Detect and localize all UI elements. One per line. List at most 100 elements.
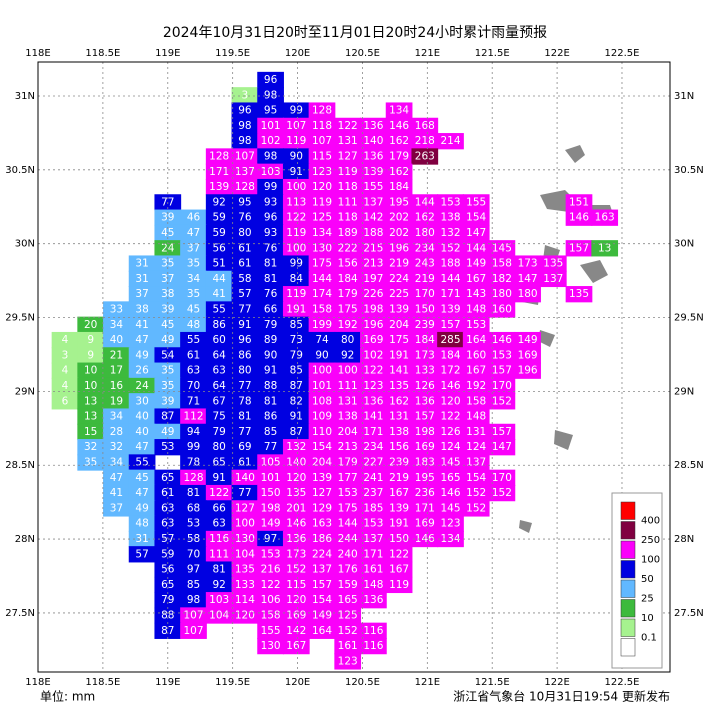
rain-cell (282, 301, 310, 318)
x-tick-label: 122E (544, 48, 569, 59)
rain-value: 143 (466, 288, 486, 300)
rain-value: 137 (235, 166, 255, 178)
rain-cell (180, 454, 207, 471)
rain-cell (360, 423, 387, 441)
rain-cell (231, 178, 259, 196)
rain-cell (308, 377, 336, 395)
rain-value: 189 (338, 227, 358, 239)
rain-cell (334, 484, 362, 502)
rain-cell (385, 515, 413, 532)
rain-value: 31 (135, 273, 148, 285)
x-tick-label: 121E (415, 677, 440, 688)
rain-value: 148 (363, 579, 383, 591)
rain-value: 81 (264, 273, 277, 285)
rain-cell (154, 331, 182, 349)
rain-value: 19 (110, 395, 123, 407)
rain-cell (154, 546, 182, 563)
rain-cell (308, 592, 336, 609)
rain-value: 47 (187, 227, 200, 239)
rain-cell (385, 423, 413, 441)
rain-value: 38 (135, 304, 148, 316)
rain-cell (257, 576, 284, 594)
rain-cell (154, 316, 182, 333)
rain-cell (103, 347, 130, 364)
rain-cell (180, 408, 207, 425)
rain-cell (462, 439, 490, 456)
rain-cell (257, 622, 284, 639)
rain-value: 131 (389, 411, 409, 423)
rain-cell (462, 301, 490, 318)
rain-cell (360, 484, 387, 502)
rain-cell (385, 331, 413, 349)
rain-value: 112 (183, 411, 203, 423)
rain-value: 34 (110, 411, 124, 423)
rain-cell (334, 209, 362, 226)
map-title: 2024年10月31日20时至11月01日20时24小时累计雨量预报 (163, 25, 547, 41)
rain-value: 54 (161, 349, 175, 361)
rain-cell (257, 439, 284, 456)
rain-value: 16 (110, 380, 124, 392)
rain-value: 31 (135, 258, 148, 270)
rain-cell (282, 439, 310, 456)
rain-value: 118 (338, 181, 358, 193)
rain-cell (77, 362, 105, 379)
rain-value: 100 (235, 518, 255, 530)
rain-cell (334, 561, 362, 578)
rain-cell (231, 102, 259, 119)
rain-value: 156 (389, 441, 409, 453)
rain-value: 134 (389, 105, 409, 117)
rain-value: 88 (161, 610, 174, 622)
rain-cell (282, 362, 310, 379)
rain-value: 61 (187, 349, 200, 361)
rain-value: 4 (62, 380, 69, 392)
rain-value: 79 (161, 594, 174, 606)
rain-cell (462, 408, 490, 425)
rain-cell (231, 347, 259, 364)
rain-cell (51, 393, 79, 410)
rain-cell (539, 270, 567, 288)
rain-cell (334, 331, 362, 349)
rain-value: 47 (135, 487, 148, 499)
rain-value: 148 (466, 411, 486, 423)
y-tick-label: 30N (674, 239, 694, 250)
rain-cell (180, 622, 207, 639)
rain-value: 119 (338, 166, 358, 178)
rain-cell (437, 301, 464, 318)
rain-value: 80 (238, 227, 251, 239)
rain-value: 68 (187, 502, 200, 514)
rain-value: 158 (312, 304, 332, 316)
rain-cell (411, 408, 439, 425)
rain-cell (437, 286, 464, 303)
rain-value: 78 (187, 457, 200, 469)
rain-cell (385, 377, 413, 395)
rain-cell (77, 439, 105, 456)
rain-cell (231, 224, 259, 242)
rain-value: 98 (238, 135, 251, 147)
legend-label: 100 (641, 555, 660, 566)
rain-cell (257, 286, 284, 303)
rain-cell (334, 622, 362, 639)
rain-cell (462, 347, 490, 364)
rain-cell (360, 331, 387, 349)
rain-cell (282, 377, 310, 395)
rain-value: 152 (286, 564, 306, 576)
rain-value: 32 (84, 441, 97, 453)
rain-cell (180, 209, 207, 226)
rain-cell (180, 316, 207, 333)
rain-value: 119 (286, 135, 306, 147)
rain-cell (488, 331, 516, 349)
rain-value: 135 (235, 564, 255, 576)
rain-cell (257, 148, 284, 165)
rain-value: 131 (338, 135, 358, 147)
rain-value: 263 (415, 151, 435, 163)
rain-value: 198 (415, 426, 435, 438)
rain-cell (308, 622, 336, 639)
rain-cell (231, 255, 259, 272)
rain-cell (103, 469, 130, 486)
rain-value: 139 (363, 166, 383, 178)
rain-value: 82 (290, 395, 303, 407)
rain-value: 202 (389, 227, 409, 239)
rain-value: 160 (492, 304, 512, 316)
rain-value: 103 (209, 594, 229, 606)
rain-cell (385, 469, 413, 486)
